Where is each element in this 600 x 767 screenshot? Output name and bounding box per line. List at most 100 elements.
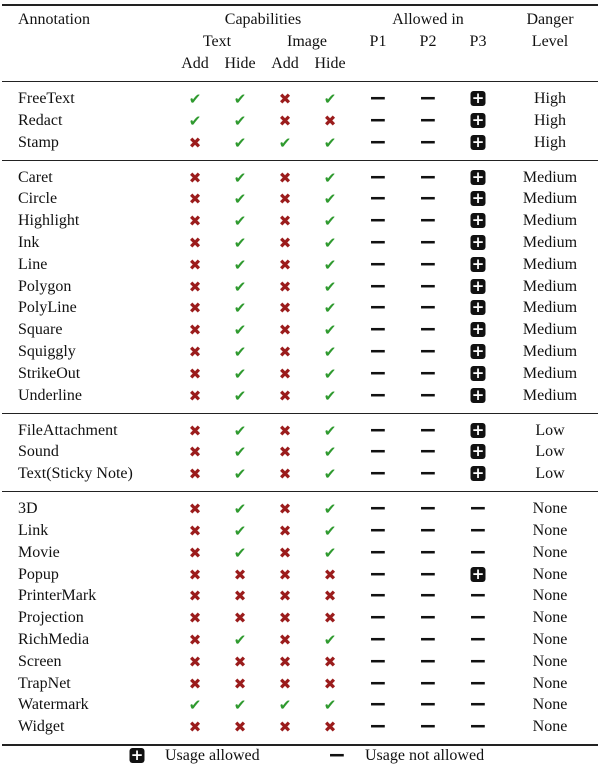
cell-symbol: − <box>368 86 388 111</box>
header: Annotation <box>18 11 90 28</box>
cell-symbol: + <box>470 89 486 109</box>
cell-symbol: ✖ <box>278 465 292 484</box>
cell-symbol: − <box>468 627 488 652</box>
cell-symbol: − <box>418 461 438 487</box>
cell-symbol: ✖ <box>278 543 292 562</box>
cell-symbol: ✖ <box>188 652 202 671</box>
cell-symbol: ✔ <box>323 277 337 296</box>
annotation-name: Stamp <box>18 133 59 151</box>
cell-symbol: ✔ <box>233 90 247 108</box>
danger-level: None <box>532 674 568 692</box>
cell-symbol: − <box>418 439 438 465</box>
cell-symbol: + <box>470 363 486 384</box>
cell-symbol: ✖ <box>278 277 292 296</box>
cell-symbol: ✖ <box>278 565 292 584</box>
annotation-name: FreeText <box>18 90 75 107</box>
cell-symbol: + <box>470 233 486 253</box>
danger-level: Medium <box>522 277 578 295</box>
annotation-name: Underline <box>18 386 82 404</box>
plus-box: + <box>470 363 486 382</box>
cell-symbol: − <box>368 518 388 543</box>
cell-symbol: ✔ <box>323 465 337 484</box>
cell-symbol: ✖ <box>188 364 202 383</box>
danger-level: Low <box>535 443 565 461</box>
cell-symbol: ✖ <box>323 718 337 737</box>
annotation-name: Watermark <box>18 696 89 714</box>
danger-level: Medium <box>522 343 578 360</box>
cell-symbol: − <box>468 605 488 631</box>
cell-symbol: ✔ <box>323 212 337 231</box>
cell-symbol: ✖ <box>188 718 202 737</box>
annotation-name: Ink <box>18 234 40 251</box>
cell-symbol: ✔ <box>323 299 337 318</box>
danger-level: Medium <box>522 234 578 251</box>
annotation-name: Caret <box>18 168 53 186</box>
cell-symbol: ✖ <box>323 652 337 671</box>
danger-level: None <box>532 500 568 518</box>
cell-symbol: − <box>368 208 388 234</box>
plus-box: + <box>470 89 486 107</box>
header: P2 <box>419 33 437 50</box>
cell-symbol: ✔ <box>323 255 337 274</box>
cell-symbol: ✔ <box>233 299 247 318</box>
cell-symbol: − <box>418 496 438 522</box>
legend-label: Usage allowed <box>165 747 260 764</box>
cell-symbol: ✔ <box>323 168 337 187</box>
cell-symbol: ✖ <box>278 90 292 108</box>
cell-symbol: ✖ <box>188 255 202 274</box>
cell-symbol: ✔ <box>233 343 247 361</box>
plus-box: + <box>470 211 486 230</box>
cell-symbol: ✔ <box>233 168 247 187</box>
cell-symbol: ✔ <box>233 255 247 274</box>
cell-symbol: ✖ <box>188 168 202 187</box>
cell-symbol: − <box>368 417 388 443</box>
cell-symbol: − <box>368 461 388 487</box>
cell-symbol: − <box>368 186 388 212</box>
cell-symbol: − <box>368 382 388 408</box>
danger-level: Medium <box>522 386 578 404</box>
cell-symbol: − <box>368 251 388 277</box>
cell-symbol: ✔ <box>233 500 247 519</box>
danger-level: High <box>534 133 566 151</box>
cell-symbol: ✖ <box>278 190 292 209</box>
cell-symbol: ✖ <box>188 190 202 209</box>
plus-box: + <box>470 320 486 339</box>
cell-symbol: ✖ <box>188 500 202 519</box>
cell-symbol: ✖ <box>188 234 202 252</box>
cell-symbol: ✖ <box>188 522 202 540</box>
cell-symbol: − <box>368 561 388 587</box>
cell-symbol: − <box>418 583 438 609</box>
cell-symbol: ✔ <box>233 212 247 231</box>
cell-symbol: ✖ <box>278 500 292 519</box>
cell-symbol: ✖ <box>278 587 292 606</box>
legend-symbol: − <box>327 743 347 767</box>
cell-symbol: − <box>468 692 488 718</box>
cell-symbol: ✔ <box>233 421 247 440</box>
cell-symbol: − <box>418 648 438 674</box>
cell-symbol: ✖ <box>278 364 292 383</box>
annotation-name: Square <box>18 321 63 339</box>
cell-symbol: ✔ <box>233 277 247 296</box>
cell-symbol: − <box>468 496 488 522</box>
annotation-name: TrapNet <box>18 674 71 692</box>
cell-symbol: − <box>418 251 438 277</box>
plus-box: + <box>470 189 486 208</box>
annotation-name: Popup <box>18 565 59 583</box>
cell-symbol: − <box>418 317 438 343</box>
cell-symbol: ✔ <box>323 631 337 649</box>
cell-symbol: ✔ <box>323 90 337 108</box>
cell-symbol: ✖ <box>278 522 292 540</box>
cell-symbol: ✔ <box>188 111 202 130</box>
cell-symbol: ✔ <box>323 421 337 440</box>
cell-symbol: ✖ <box>188 465 202 484</box>
cell-symbol: − <box>368 439 388 465</box>
danger-level: None <box>532 522 568 539</box>
plus-box: + <box>470 464 486 483</box>
cell-symbol: ✖ <box>188 543 202 562</box>
danger-level: None <box>532 587 568 605</box>
danger-level: Low <box>535 421 565 439</box>
cell-symbol: + <box>470 421 486 441</box>
header: Danger <box>526 11 574 28</box>
header: Add <box>271 55 299 72</box>
cell-symbol: ✖ <box>188 587 202 606</box>
